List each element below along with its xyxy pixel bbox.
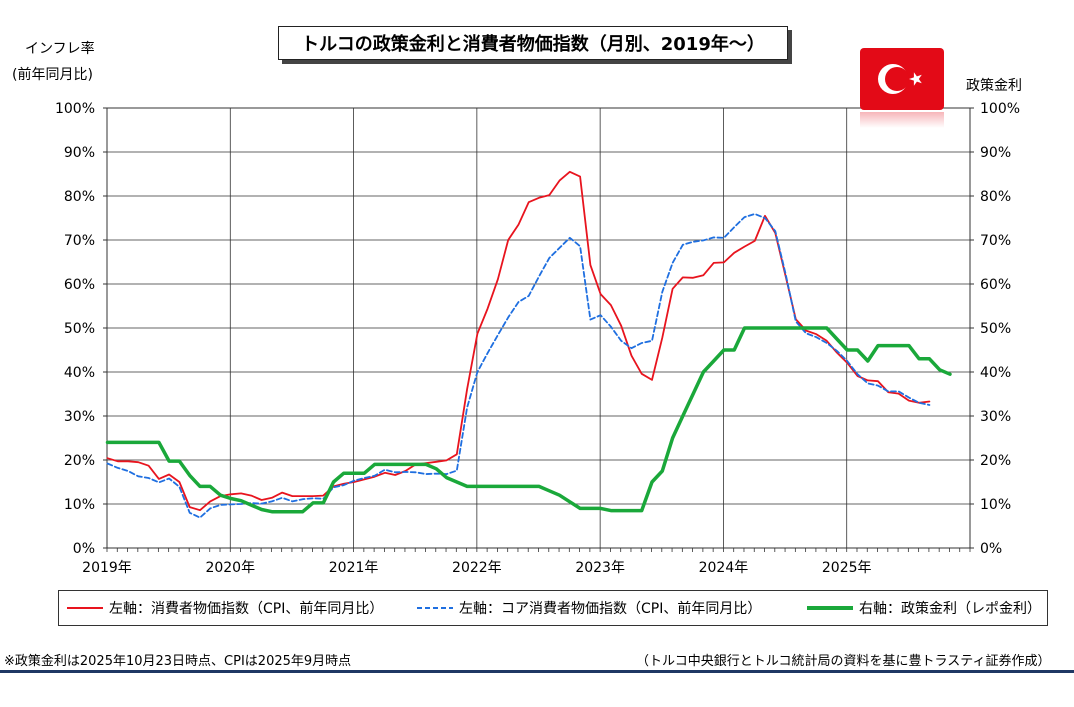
y-tick-label-right: 10% <box>980 497 1011 513</box>
footnote-left: ※政策金利は2025年10月23日時点、CPIは2025年9月時点 <box>4 654 352 669</box>
y-tick-label-right: 50% <box>980 321 1011 337</box>
chart-grid <box>107 108 970 548</box>
chart-axes <box>103 107 974 552</box>
right-axis-label: 政策金利 <box>966 78 1022 94</box>
y-tick-label-right: 40% <box>980 365 1011 381</box>
series-line-cpi <box>106 170 931 512</box>
footnote-right: （トルコ中央銀行とトルコ統計局の資料を基に豊トラスティ証券作成） <box>636 654 1051 669</box>
legend-swatch-core <box>417 607 453 609</box>
y-tick-label-left: 20% <box>64 453 95 469</box>
y-tick-label-left: 70% <box>64 233 95 249</box>
y-tick-label-left: 90% <box>64 145 95 161</box>
series-line-policy <box>105 326 952 514</box>
legend-item-core: 左軸：コア消費者物価指数（CPI、前年同月比） <box>417 591 761 625</box>
legend: 左軸：消費者物価指数（CPI、前年同月比） 左軸：コア消費者物価指数（CPI、前… <box>58 590 1048 626</box>
chart-series <box>105 170 952 519</box>
series-line-core <box>106 213 931 519</box>
y-tick-label-right: 30% <box>980 409 1011 425</box>
x-tick-label: 2023年 <box>575 560 625 576</box>
y-tick-label-left: 50% <box>64 321 95 337</box>
legend-swatch-policy <box>807 606 853 610</box>
legend-label-core: 左軸：コア消費者物価指数（CPI、前年同月比） <box>459 601 762 617</box>
x-tick-label: 2022年 <box>452 560 502 576</box>
legend-item-policy: 右軸：政策金利（レポ金利） <box>807 591 1041 625</box>
y-tick-label-right: 80% <box>980 189 1011 205</box>
right-axis-ticks: 0% 10% 20% 30% 40% 50% 60% 70% 80% 90% 100% <box>980 101 1020 557</box>
y-tick-label-right: 70% <box>980 233 1011 249</box>
y-tick-label-right: 0% <box>980 541 1002 557</box>
y-tick-label-left: 30% <box>64 409 95 425</box>
flag-reflection <box>860 112 944 128</box>
y-tick-label-left: 10% <box>64 497 95 513</box>
legend-label-cpi: 左軸：消費者物価指数（CPI、前年同月比） <box>109 601 384 617</box>
legend-swatch-cpi <box>67 607 103 609</box>
legend-item-cpi: 左軸：消費者物価指数（CPI、前年同月比） <box>67 591 383 625</box>
y-tick-label-right: 60% <box>980 277 1011 293</box>
y-tick-label-left: 80% <box>64 189 95 205</box>
y-tick-label-left: 60% <box>64 277 95 293</box>
left-axis-label-line1: インフレ率 <box>25 41 95 57</box>
y-tick-label-right: 100% <box>980 101 1020 117</box>
y-tick-label-left: 100% <box>55 101 95 117</box>
x-tick-label: 2020年 <box>205 560 255 576</box>
turkey-flag-icon <box>860 48 944 110</box>
left-axis-ticks: 0% 10% 20% 30% 40% 50% 60% 70% 80% 90% 100% <box>55 101 95 557</box>
legend-label-policy: 右軸：政策金利（レポ金利） <box>859 601 1041 617</box>
left-axis-label-line2: (前年同月比) <box>12 67 93 83</box>
x-tick-label: 2019年 <box>82 560 132 576</box>
y-tick-label-left: 0% <box>73 541 95 557</box>
x-axis-ticks: 2019年 2020年 2021年 2022年 2023年 2024年 2025年 <box>82 560 871 576</box>
y-tick-label-right: 20% <box>980 453 1011 469</box>
x-tick-label: 2024年 <box>699 560 749 576</box>
chart-title: トルコの政策金利と消費者物価指数（月別、2019年～） <box>278 26 788 60</box>
x-tick-label: 2025年 <box>822 560 872 576</box>
bottom-divider <box>0 670 1074 673</box>
y-tick-label-left: 40% <box>64 365 95 381</box>
x-tick-label: 2021年 <box>329 560 379 576</box>
y-tick-label-right: 90% <box>980 145 1011 161</box>
